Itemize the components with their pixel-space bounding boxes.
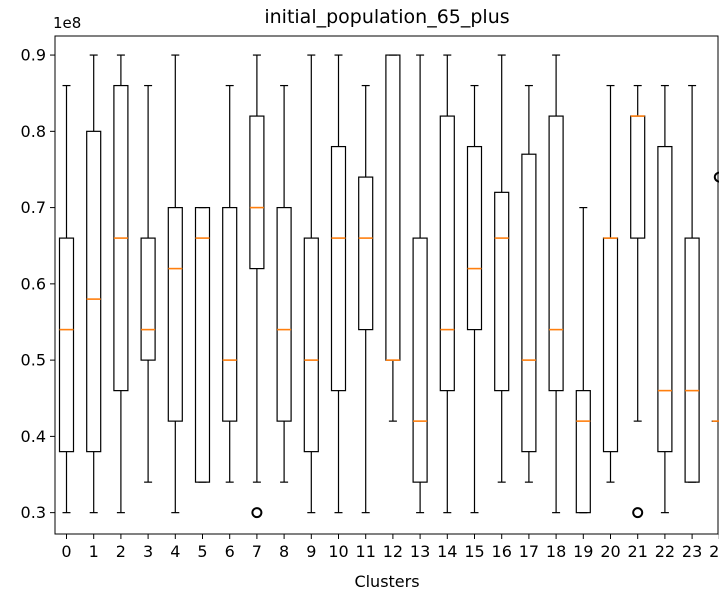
box-iqr: [548, 115, 564, 392]
plot-area: 0.30.40.50.60.70.80.90 1 2 3 4 5 6 7 8 9 10 11 12 13 1…: [21, 35, 719, 561]
x-tick-label: 0: [61, 542, 71, 561]
x-tick-label: 18: [546, 542, 566, 561]
x-tick-label: 13: [410, 542, 430, 561]
x-axis-label: Clusters: [354, 572, 419, 591]
box-iqr: [494, 191, 510, 392]
x-tick-label: 2: [116, 542, 126, 561]
box-iqr: [684, 237, 700, 483]
x-tick-label: 11: [356, 542, 376, 561]
box-iqr: [439, 115, 455, 392]
box-iqr: [385, 54, 401, 361]
x-tick-label: 21: [628, 542, 648, 561]
x-tick-label: 10: [328, 542, 348, 561]
box-iqr: [630, 115, 646, 239]
x-tick-label: 1: [89, 542, 99, 561]
x-tick-label: 4: [170, 542, 180, 561]
box-iqr: [358, 176, 374, 331]
x-tick-label: 7: [252, 542, 262, 561]
y-tick-label: 0.9: [21, 46, 46, 65]
x-tick-label: 15: [464, 542, 484, 561]
x-tick-label: 17: [519, 542, 539, 561]
x-tick-label: 12: [383, 542, 403, 561]
box-iqr: [167, 206, 183, 422]
x-tick-label: 22: [655, 542, 675, 561]
box-iqr: [466, 145, 483, 331]
axes-frame: [54, 35, 719, 535]
x-tick-label: 24: [709, 542, 719, 561]
y-tick-label: 0.6: [21, 274, 46, 293]
box-iqr: [249, 115, 265, 270]
outlier-point: [713, 171, 719, 183]
y-tick-label: 0.7: [21, 198, 46, 217]
chart-title: initial_population_65_plus: [264, 6, 509, 28]
x-tick-label: 23: [682, 542, 702, 561]
y-tick-label: 0.8: [21, 122, 46, 141]
x-tick-label: 16: [492, 542, 512, 561]
x-tick-label: 14: [437, 542, 457, 561]
box-iqr: [602, 237, 619, 453]
x-tick-label: 9: [306, 542, 316, 561]
x-tick-label: 5: [197, 542, 207, 561]
box-iqr: [657, 145, 673, 453]
box-iqr: [521, 153, 537, 453]
outlier-point: [632, 507, 644, 519]
box-iqr: [276, 206, 292, 422]
box-iqr: [86, 130, 102, 453]
box-iqr: [140, 237, 156, 361]
box-iqr: [58, 237, 75, 453]
box-iqr: [575, 390, 591, 514]
box-iqr: [194, 206, 211, 483]
box-iqr: [303, 237, 319, 453]
y-tick-label: 0.4: [21, 427, 46, 446]
x-tick-label: 3: [143, 542, 153, 561]
box-iqr: [412, 237, 428, 483]
box-iqr: [222, 206, 238, 422]
box-iqr: [330, 145, 347, 392]
x-tick-label: 8: [279, 542, 289, 561]
y-tick-label: 0.3: [21, 503, 46, 522]
x-tick-label: 19: [573, 542, 593, 561]
y-axis-offset-label: 1e8: [53, 14, 81, 32]
x-tick-label: 6: [225, 542, 235, 561]
x-tick-label: 20: [600, 542, 620, 561]
outlier-point: [251, 507, 263, 519]
y-tick-label: 0.5: [21, 351, 46, 370]
